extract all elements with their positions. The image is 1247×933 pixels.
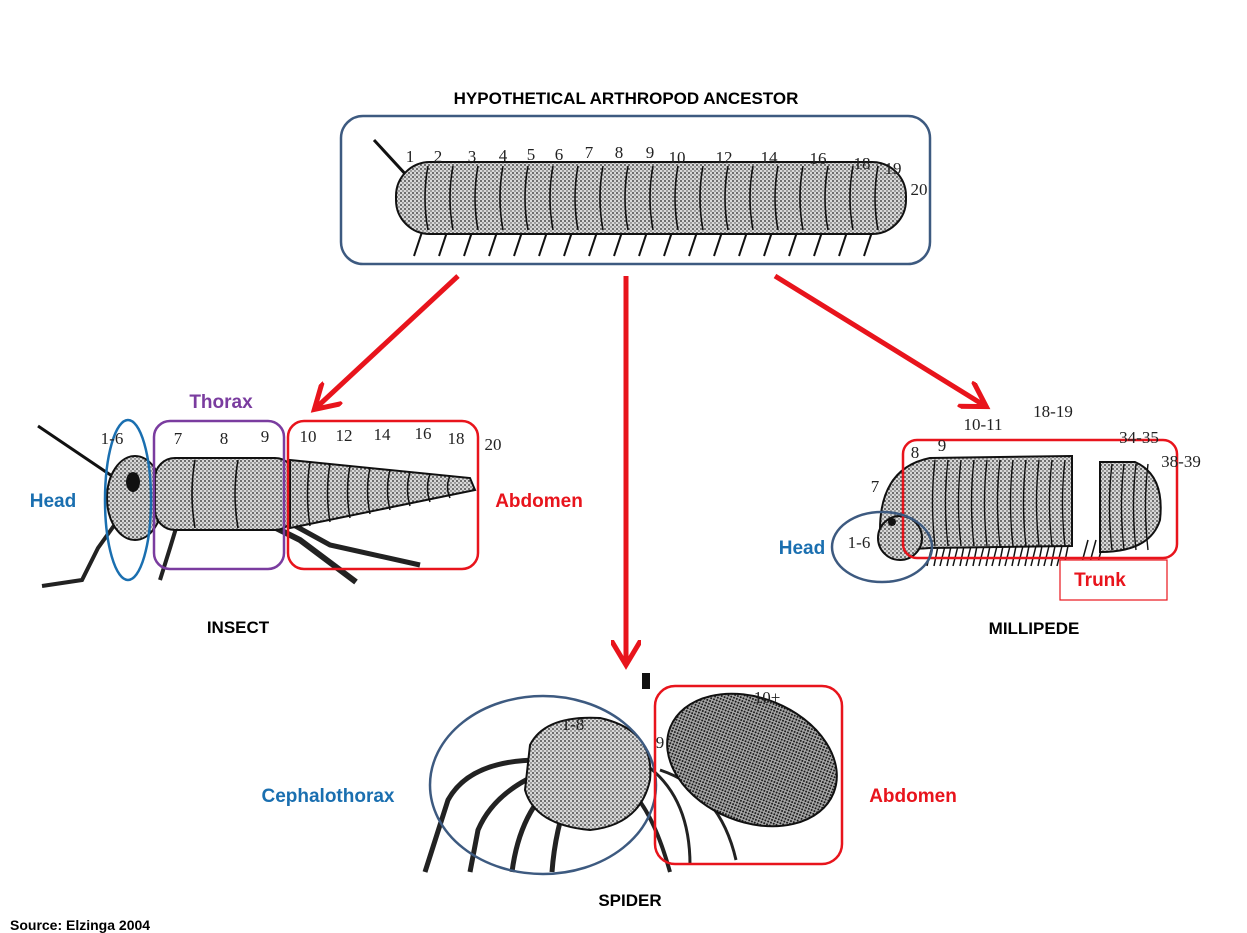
insect-title: INSECT xyxy=(207,618,270,637)
ancestor-segment-number: 1 xyxy=(406,147,415,166)
arrow-to-millipede xyxy=(773,273,982,404)
insect-head-label: Head xyxy=(30,491,76,512)
ancestor-segment-number: 9 xyxy=(646,143,655,162)
insect-segment-number: 20 xyxy=(485,435,502,454)
insect-drawing xyxy=(37,424,477,588)
millipede-segment-number: 7 xyxy=(871,477,880,496)
millipede-head-label: Head xyxy=(779,538,825,559)
ancestor-title: HYPOTHETICAL ARTHROPOD ANCESTOR xyxy=(454,89,799,108)
insect-segment-number: 16 xyxy=(415,424,432,443)
ancestor-segment-number: 20 xyxy=(911,180,928,199)
millipede-trunk-label-box xyxy=(1059,559,1168,601)
ancestor-segment-number: 19 xyxy=(885,159,902,178)
insect-segment-number: 18 xyxy=(448,429,465,448)
insect-segment-numbers: 1-6 7 8 9 10 12 14 16 18 20 xyxy=(101,424,502,454)
spider-cephalothorax-label: Cephalothorax xyxy=(261,786,394,807)
insect-segment-number: 10 xyxy=(300,427,317,446)
millipede-segment-number: 38-39 xyxy=(1161,452,1201,471)
source-citation: Source: Elzinga 2004 xyxy=(10,917,150,933)
ancestor-segment-number: 2 xyxy=(434,147,443,166)
spider-abdomen-label: Abdomen xyxy=(869,786,957,807)
ancestor-segment-number: 4 xyxy=(499,146,508,165)
millipede-title: MILLIPEDE xyxy=(989,619,1080,638)
ancestor-segment-number: 7 xyxy=(585,143,594,162)
insect-abdomen-label: Abdomen xyxy=(495,491,583,512)
millipede-segment-number: 34-35 xyxy=(1119,428,1159,447)
insect-segment-number: 1-6 xyxy=(101,429,124,448)
ancestor-drawing xyxy=(372,138,907,257)
millipede-segment-number: 9 xyxy=(938,436,947,455)
spider-segment-numbers: 1-8 9 10+ xyxy=(562,688,781,752)
insect-segment-number: 14 xyxy=(374,425,392,444)
millipede-trunk-label: Trunk xyxy=(1074,570,1126,591)
insect-segment-number: 8 xyxy=(220,429,229,448)
insect-segment-number: 7 xyxy=(174,429,183,448)
insect-thorax-outline xyxy=(152,419,286,571)
millipede-head-outline xyxy=(830,510,934,584)
ancestor-segment-number: 10 xyxy=(669,148,686,167)
millipede-trunk-outline xyxy=(901,438,1179,560)
spider-segment-number: 10+ xyxy=(754,688,781,707)
insect-thorax-label: Thorax xyxy=(189,392,253,413)
insect-abdomen-outline xyxy=(286,419,480,571)
millipede-segment-number: 1-6 xyxy=(848,533,871,552)
spider-segment-number: 1-8 xyxy=(562,715,585,734)
spider-title: SPIDER xyxy=(598,891,661,910)
spider-abdomen-outline xyxy=(653,684,844,866)
ancestor-segment-number: 6 xyxy=(555,145,564,164)
arrow-to-insect xyxy=(318,274,460,406)
millipede-segment-number: 8 xyxy=(911,443,920,462)
ancestor-segment-number: 14 xyxy=(761,148,779,167)
ancestor-segment-numbers: 1 2 3 4 5 6 7 8 9 10 12 14 16 18 19 20 xyxy=(406,143,928,199)
ancestor-segment-number: 5 xyxy=(527,145,536,164)
spider-drawing xyxy=(422,692,838,873)
millipede-drawing xyxy=(877,454,1162,567)
ancestor-segment-number: 3 xyxy=(468,147,477,166)
insect-segment-number: 9 xyxy=(261,427,270,446)
ancestor-segment-number: 12 xyxy=(716,148,733,167)
spider-mark xyxy=(642,673,650,689)
millipede-segment-number: 18-19 xyxy=(1033,402,1073,421)
ancestor-segment-number: 16 xyxy=(810,149,827,168)
spider-segment-number: 9 xyxy=(656,733,665,752)
ancestor-segment-number: 18 xyxy=(854,154,871,173)
insect-segment-number: 12 xyxy=(336,426,353,445)
ancestor-segment-number: 8 xyxy=(615,143,624,162)
ancestor-box xyxy=(339,114,932,266)
millipede-segment-number: 10-11 xyxy=(963,415,1002,434)
insect-head-outline xyxy=(103,418,153,582)
